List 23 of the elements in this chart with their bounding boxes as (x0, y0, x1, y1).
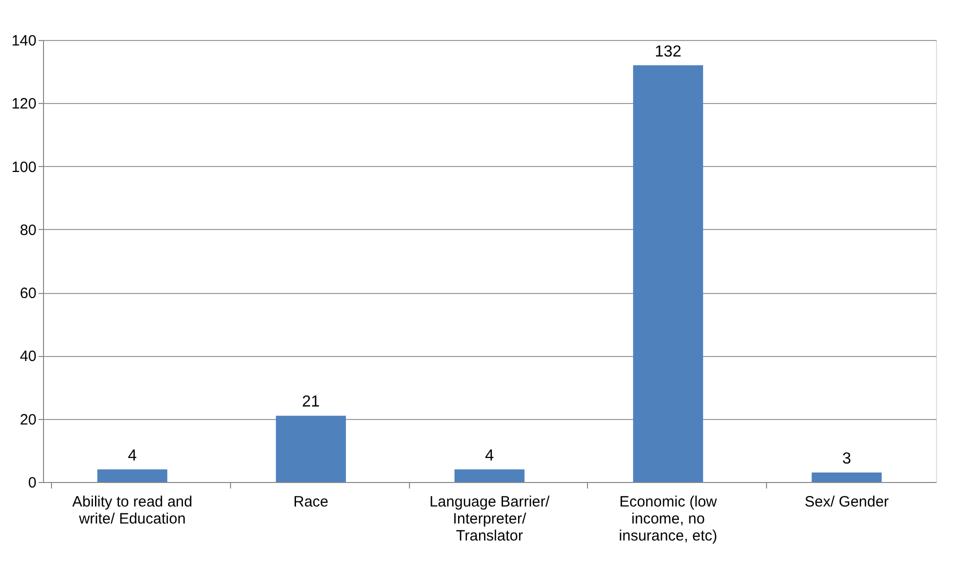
data-label: 21 (302, 394, 320, 411)
bar (812, 472, 882, 482)
y-tick-label: 20 (20, 411, 36, 428)
data-label: 3 (842, 450, 852, 468)
bar (276, 416, 346, 482)
y-tick-label: 60 (20, 285, 36, 302)
bar (454, 469, 524, 482)
x-tick-label: Sex/ Gender (804, 494, 889, 510)
x-tick-label: Race (293, 494, 328, 510)
bar (633, 65, 704, 482)
x-tick-label: Ability to read and write/ Education (72, 494, 192, 528)
data-label: 132 (654, 43, 682, 60)
x-tick-label: Language Barrier/ Interpreter/ Translator (429, 494, 550, 544)
y-tick-label: 100 (11, 158, 36, 176)
y-tick-label: 140 (11, 32, 36, 50)
y-tick-label: 80 (20, 222, 36, 239)
data-label: 4 (485, 447, 494, 464)
y-tick-label: 0 (28, 474, 36, 492)
x-tick-label: Economic (low income, no insurance, etc) (618, 494, 718, 544)
bar (97, 469, 168, 482)
data-label: 4 (128, 447, 137, 464)
y-tick-label: 120 (11, 96, 36, 113)
y-tick-label: 40 (20, 348, 36, 366)
